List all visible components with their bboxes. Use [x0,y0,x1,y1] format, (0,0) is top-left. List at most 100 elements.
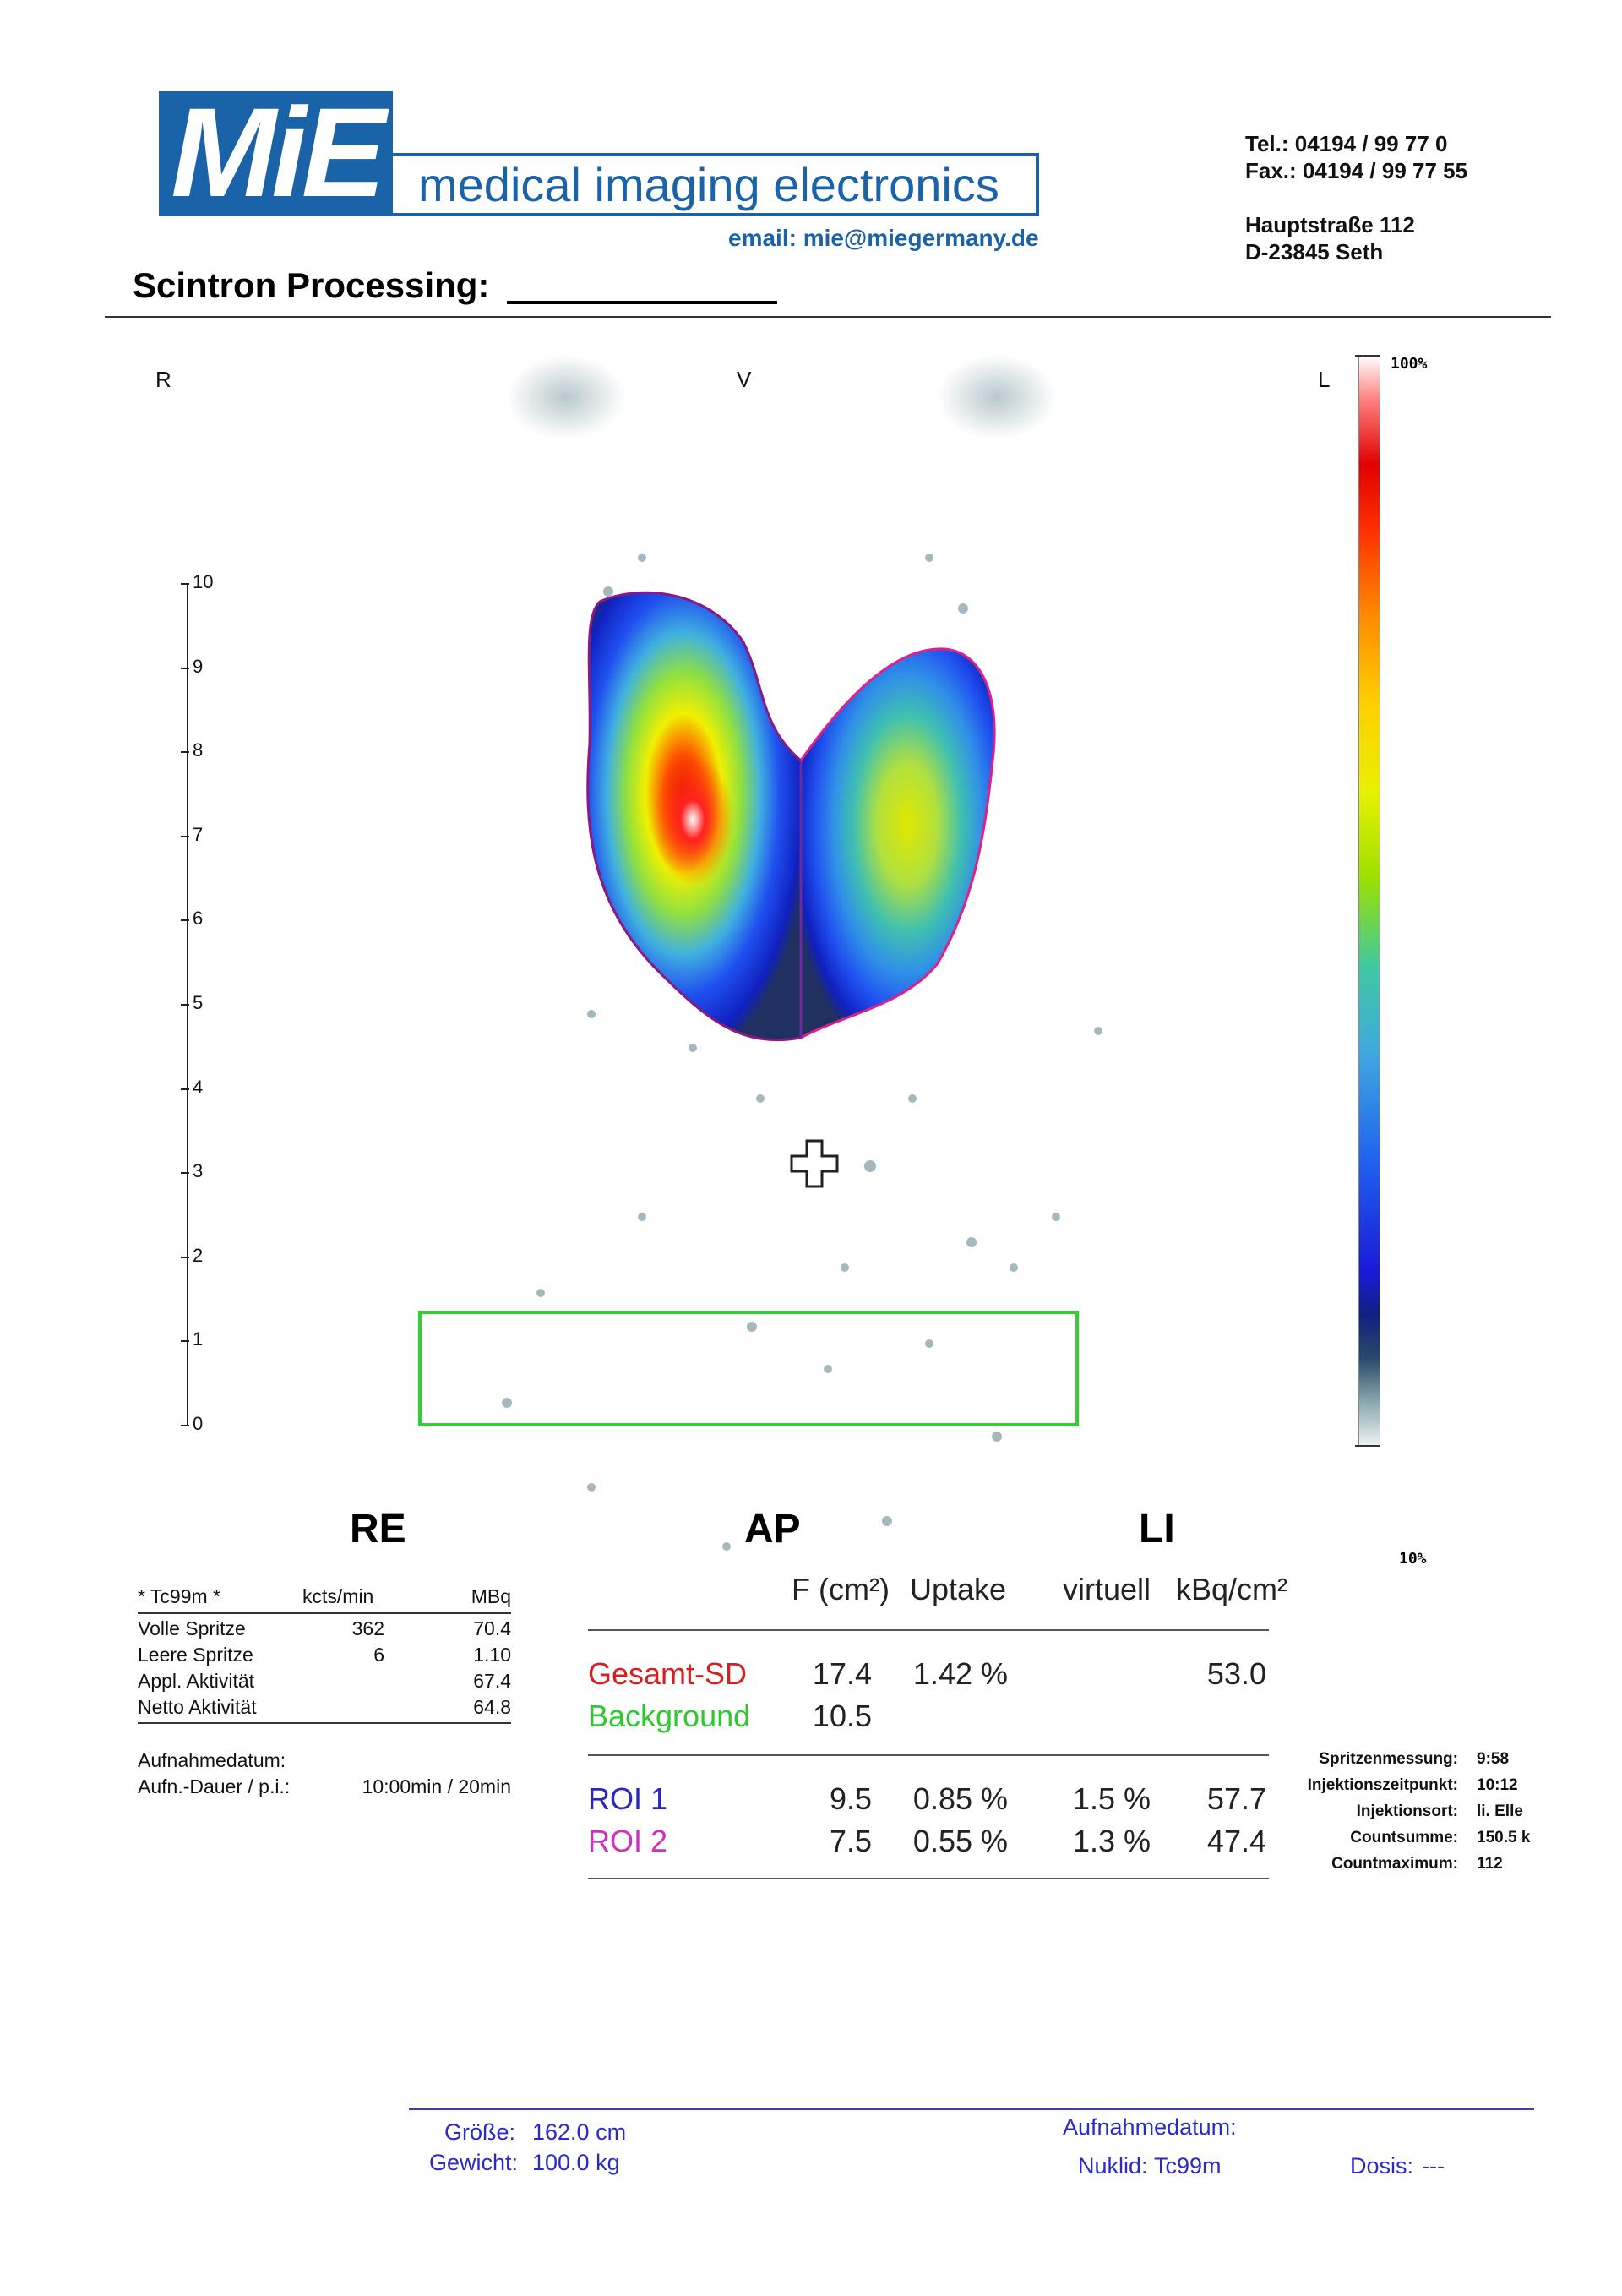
scale-tick-mark [181,751,189,754]
roi-area-value: 17.4 [812,1656,872,1691]
roi-kbq-value: 57.7 [1206,1781,1266,1816]
scale-tick-label: 9 [193,655,204,677]
scale-tick-mark [181,1004,189,1006]
footer-rule [409,2108,1534,2110]
scale-tick-label: 3 [193,1160,204,1182]
activity-table-footer-rule [138,1722,511,1724]
scale-tick-label: 6 [193,908,204,930]
table-row: Leere Spritze 6 1.10 [138,1644,511,1666]
dauer-value: 10:00min / 20min [362,1775,511,1797]
roi-kbq-value: 47.4 [1206,1824,1266,1858]
roi-uptake-value: 0.85 % [912,1781,1008,1816]
orientation-left-label: L [1318,367,1331,392]
dosis-label: Dosis: [1350,2153,1414,2179]
title-underline [507,301,777,304]
groesse-value: 162.0 cm [532,2119,627,2145]
colorbar-bottom-tick [1355,1445,1380,1447]
roi-virtuell-value: 1.3 % [1072,1824,1151,1858]
logo-background [159,91,393,216]
roi-name: Gesamt-SD [588,1656,748,1691]
header-rule [105,316,1551,318]
scale-tick-mark [181,1172,189,1175]
info-label: Injektionszeitpunkt: [1307,1776,1458,1794]
info-value: 10:12 [1477,1776,1518,1794]
dauer-label: Aufn.-Dauer / p.i.: [138,1775,291,1797]
gewicht-value: 100.0 kg [532,2150,620,2175]
info-value: li. Elle [1477,1802,1523,1820]
company-logo: MiE [171,81,386,223]
roi-uptake-value: 1.42 % [912,1656,1008,1691]
info-value: 150.5 k [1477,1829,1531,1846]
section-li: LI [1139,1507,1175,1552]
header-area: F (cm²) [792,1572,890,1606]
table-row: Appl. Aktivität 67.4 [138,1670,511,1692]
company-email: email: mie@miegermany.de [728,225,1039,251]
scale-tick-label: 1 [193,1328,204,1350]
scale-tick-mark [181,1256,189,1258]
groesse-label: Größe: [444,2119,516,2145]
aufnahmedatum-label: Aufnahmedatum: [138,1749,286,1771]
nuklid-label: Nuklid: [1078,2153,1148,2179]
table-row: Netto Aktivität 64.8 [138,1696,511,1718]
background-noise [502,355,1102,1551]
background-roi-box [418,1311,1079,1426]
roi-name: ROI 1 [588,1781,668,1816]
table-row: Volle Spritze 362 70.4 [138,1617,511,1639]
nuklid-value: Tc99m [1154,2153,1222,2179]
thyroid-left-lobe [801,648,995,1038]
col-mbq: MBq [471,1585,511,1607]
scale-tick-label: 7 [193,823,204,845]
city-address: D-23845 Seth [1245,239,1384,265]
roi-1-outline [586,591,803,1042]
roi-area-value: 9.5 [829,1781,872,1816]
colorbar-max-label: 100% [1391,355,1428,373]
color-scale-bar [1358,355,1380,1447]
info-value: 9:58 [1477,1750,1510,1768]
info-label: Injektionsort: [1356,1802,1458,1820]
roi-name: ROI 2 [588,1824,668,1858]
tagline-frame [393,153,1039,216]
roi-area-value: 10.5 [812,1699,872,1733]
company-tagline: medical imaging electronics [418,158,999,211]
gewicht-label: Gewicht: [429,2150,519,2175]
info-label: Spritzenmessung: [1319,1750,1458,1768]
scale-tick-mark [181,583,189,585]
info-label: Countmaximum: [1331,1855,1458,1873]
crosshair-marker [790,1139,839,1188]
section-re: RE [350,1507,406,1552]
scale-tick-label: 2 [193,1244,204,1266]
scale-tick-mark [181,1425,189,1426]
orientation-right-label: R [155,367,171,392]
scale-tick-mark [181,835,189,837]
scale-tick-mark [181,667,189,669]
roi-area-value: 7.5 [829,1824,872,1858]
col-kcts: kcts/min [302,1585,374,1607]
scale-tick-label: 4 [193,1076,204,1098]
phone-number: Tel.: 04194 / 99 77 0 [1245,131,1448,156]
section-ap: AP [744,1507,801,1552]
footer-aufnahmedatum-label: Aufnahmedatum: [1063,2114,1237,2140]
header-uptake: Uptake [910,1572,1007,1606]
header-virtuell: virtuell [1063,1572,1151,1606]
orientation-ventral-label: V [737,367,752,392]
roi-2-outline [799,647,996,1039]
info-value: 112 [1477,1855,1503,1873]
results-footer-rule [588,1878,1269,1879]
results-mid-rule [588,1754,1269,1756]
roi-kbq-value: 53.0 [1206,1656,1266,1691]
scale-tick-label: 5 [193,992,204,1013]
scale-tick-label: 10 [193,571,214,592]
results-header-rule [588,1629,1269,1631]
dosis-value: --- [1422,2153,1445,2179]
colorbar-top-tick [1355,355,1380,357]
scale-tick-mark [181,1088,189,1090]
info-label: Countsumme: [1350,1829,1458,1846]
roi-virtuell-value: 1.5 % [1072,1781,1151,1816]
colorbar-min-label: 10% [1399,1550,1427,1568]
page-title: Scintron Processing: [133,265,490,305]
hot-spot [652,754,733,886]
roi-uptake-value: 0.55 % [912,1824,1008,1858]
scale-tick-label: 8 [193,739,204,761]
activity-table-header-rule [138,1612,511,1614]
